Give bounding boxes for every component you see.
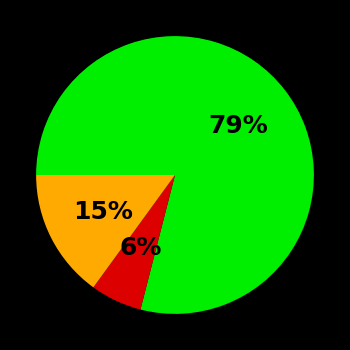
Text: 15%: 15% xyxy=(73,199,133,224)
Wedge shape xyxy=(93,175,175,309)
Wedge shape xyxy=(36,175,175,287)
Text: 6%: 6% xyxy=(119,236,162,260)
Wedge shape xyxy=(36,36,314,314)
Text: 79%: 79% xyxy=(209,114,268,138)
